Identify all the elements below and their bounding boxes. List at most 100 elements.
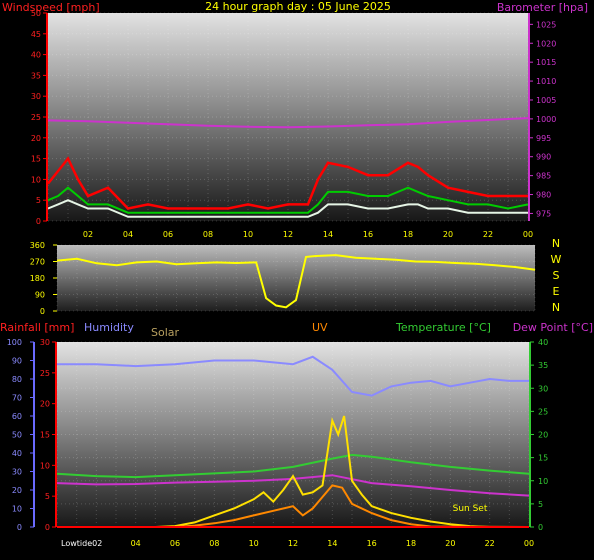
- time-tick-label: 18: [406, 539, 416, 548]
- humidity-tick-label: 100: [7, 338, 22, 347]
- time-tick-label: 20: [443, 230, 453, 239]
- compass-label: E: [553, 285, 560, 298]
- wind-tick-label: 10: [31, 175, 41, 184]
- humidity-axis-title: Humidity: [84, 321, 134, 334]
- series-line-wind_white: [47, 199, 528, 218]
- rainfall-tick-label: 5: [45, 492, 50, 501]
- time-tick-label: 20: [445, 539, 455, 548]
- wind-tick-label: 45: [31, 30, 41, 39]
- wind-tick-label: 15: [31, 155, 41, 164]
- weather-axes: 0102030405060708090100051015202530051015…: [7, 338, 548, 548]
- humidity-tick-label: 50: [12, 431, 22, 440]
- time-tick-label: 08: [203, 230, 213, 239]
- series-line-barometer: [47, 117, 529, 129]
- temperature-tick-label: 30: [538, 384, 548, 393]
- temperature-tick-label: 0: [538, 523, 543, 532]
- time-tick-label: 08: [209, 539, 219, 548]
- barometer-tick-label: 1015: [536, 58, 556, 67]
- time-tick-label: 18: [403, 230, 413, 239]
- humidity-tick-label: 90: [12, 357, 22, 366]
- temperature-tick-label: 40: [538, 338, 548, 347]
- direction-tick-label: 180: [30, 274, 45, 283]
- barometer-tick-label: 1025: [536, 20, 556, 29]
- rainfall-tick-label: 25: [40, 369, 50, 378]
- time-tick-label: 00: [524, 539, 534, 548]
- barometer-tick-label: 1010: [536, 77, 556, 86]
- time-tick-label: 04: [123, 230, 133, 239]
- chart-title: 24 hour graph day : 05 June 2025: [205, 0, 391, 13]
- wind-baro-axes: 0510152025303540455097598098599099510001…: [31, 9, 557, 239]
- time-tick-label: Lowtide02: [61, 539, 102, 548]
- wind-tick-label: 35: [31, 71, 41, 80]
- weather-series: [56, 355, 530, 528]
- temperature-tick-label: 25: [538, 407, 548, 416]
- wind-tick-label: 20: [31, 134, 41, 143]
- series-line-direction: [56, 254, 536, 309]
- time-tick-label: 16: [363, 230, 373, 239]
- barometer-tick-label: 990: [536, 153, 551, 162]
- wind-tick-label: 50: [31, 9, 41, 18]
- humidity-tick-label: 40: [12, 449, 22, 458]
- time-tick-label: 12: [288, 539, 298, 548]
- barometer-tick-label: 975: [536, 209, 551, 218]
- uv-axis-title: UV: [312, 321, 328, 334]
- time-tick-label: 04: [131, 539, 141, 548]
- humidity-tick-label: 60: [12, 412, 22, 421]
- direction-tick-label: 0: [40, 307, 45, 316]
- time-tick-label: 14: [327, 539, 337, 548]
- wind-tick-label: 30: [31, 92, 41, 101]
- time-tick-label: 14: [323, 230, 333, 239]
- humidity-tick-label: 10: [12, 505, 22, 514]
- weather-annotations: Sun Set: [453, 504, 488, 514]
- solar-axis-title: Solar: [151, 326, 180, 339]
- rainfall-tick-label: 30: [40, 338, 50, 347]
- compass-label: S: [553, 269, 560, 282]
- humidity-tick-label: 20: [12, 486, 22, 495]
- dewpoint-axis-title: Dew Point [°C]: [513, 321, 593, 334]
- rainfall-tick-label: 10: [40, 461, 50, 470]
- time-tick-label: 06: [163, 230, 173, 239]
- barometer-tick-label: 985: [536, 172, 551, 181]
- temperature-tick-label: 15: [538, 454, 548, 463]
- time-tick-label: 22: [485, 539, 495, 548]
- wind-tick-label: 25: [31, 113, 41, 122]
- barometer-tick-label: 1005: [536, 96, 556, 105]
- direction-tick-label: 270: [30, 258, 45, 267]
- series-line-wind_avg: [47, 186, 529, 214]
- time-tick-label: 06: [170, 539, 180, 548]
- series-line-wind_speed: [47, 156, 528, 210]
- time-tick-label: 12: [283, 230, 293, 239]
- temperature-tick-label: 5: [538, 500, 543, 509]
- series-line-uv: [57, 484, 530, 528]
- temperature-axis-title: Temperature [°C]: [395, 321, 491, 334]
- time-tick-label: 16: [367, 539, 377, 548]
- direction-tick-label: 90: [35, 291, 45, 300]
- rainfall-tick-label: 15: [40, 431, 50, 440]
- humidity-tick-label: 30: [12, 468, 22, 477]
- temperature-tick-label: 10: [538, 477, 548, 486]
- wind-tick-label: 40: [31, 51, 41, 60]
- compass-label: N: [552, 301, 560, 314]
- barometer-axis-title: Barometer [hpa]: [497, 1, 588, 14]
- series-line-dewpoint: [56, 474, 530, 497]
- direction-axes: 0 90 180 270 360: [30, 241, 57, 316]
- wind-tick-label: 5: [36, 196, 41, 205]
- series-line-temperature: [56, 453, 530, 479]
- temperature-tick-label: 20: [538, 431, 548, 440]
- wind-baro-series: [47, 117, 529, 218]
- time-tick-label: 10: [243, 230, 253, 239]
- rainfall-tick-label: 0: [45, 523, 50, 532]
- time-tick-label: 10: [249, 539, 259, 548]
- wind-axis-title: Windspeed [mph]: [2, 1, 100, 14]
- direction-series: [56, 254, 536, 309]
- wind-tick-label: 0: [36, 217, 41, 226]
- weather-plot-area: [57, 342, 529, 527]
- compass-label: W: [551, 253, 562, 266]
- humidity-tick-label: 80: [12, 375, 22, 384]
- barometer-tick-label: 1000: [536, 115, 556, 124]
- time-tick-label: 00: [523, 230, 533, 239]
- barometer-tick-label: 995: [536, 134, 551, 143]
- compass-label: N: [552, 237, 560, 250]
